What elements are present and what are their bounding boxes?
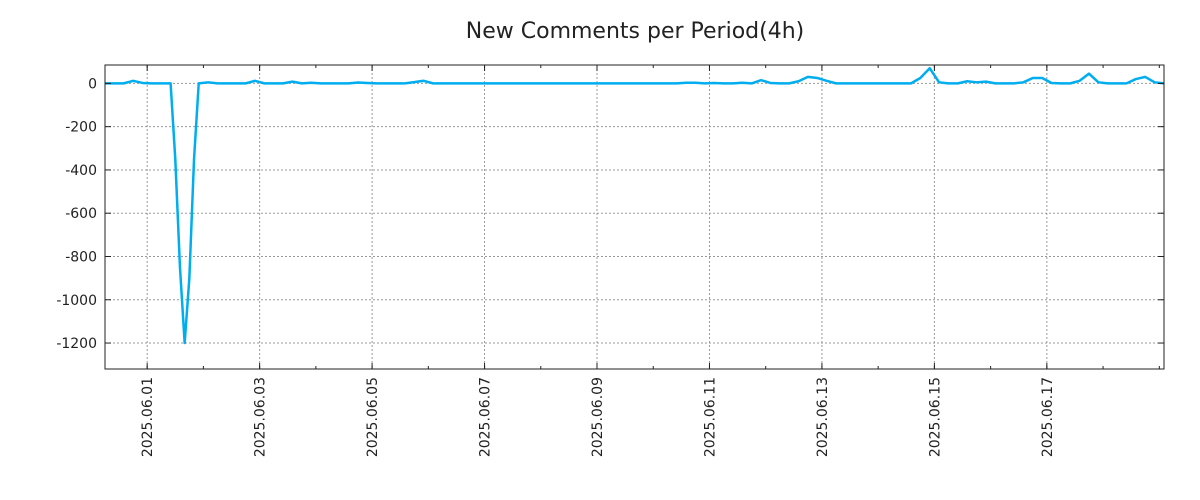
- x-tick-label: 2025.06.15: [927, 377, 943, 457]
- x-tick-label: 2025.06.13: [815, 377, 831, 457]
- x-tick-label: 2025.06.03: [253, 377, 269, 457]
- y-tick-label: -600: [65, 206, 97, 222]
- x-tick-label: 2025.06.05: [365, 377, 381, 457]
- x-tick-label: 2025.06.17: [1040, 377, 1056, 457]
- x-axis: 2025.06.01 2025.06.03 2025.06.05 2025.06.07…: [140, 377, 1056, 457]
- y-tick-label: -800: [65, 249, 97, 265]
- y-tick-label: -1200: [56, 336, 97, 352]
- y-axis: 0 -200 -400 -600 -800 -1000 -1200: [56, 76, 97, 352]
- x-tick-label: 2025.06.11: [702, 377, 718, 457]
- x-tick-label: 2025.06.09: [590, 377, 606, 457]
- y-tick-label: 0: [88, 76, 97, 92]
- x-tick-label: 2025.06.01: [140, 377, 156, 457]
- y-tick-label: -1000: [56, 293, 97, 309]
- axis-ticks: [105, 65, 1164, 369]
- x-tick-label: 2025.06.07: [478, 377, 494, 457]
- chart-title: New Comments per Period(4h): [466, 19, 804, 44]
- y-tick-label: -400: [65, 163, 97, 179]
- y-tick-label: -200: [65, 120, 97, 136]
- plot-frame: [104, 64, 1165, 370]
- series-layer: [105, 67, 1165, 345]
- series-line: [105, 67, 1165, 345]
- grid: [105, 65, 1164, 369]
